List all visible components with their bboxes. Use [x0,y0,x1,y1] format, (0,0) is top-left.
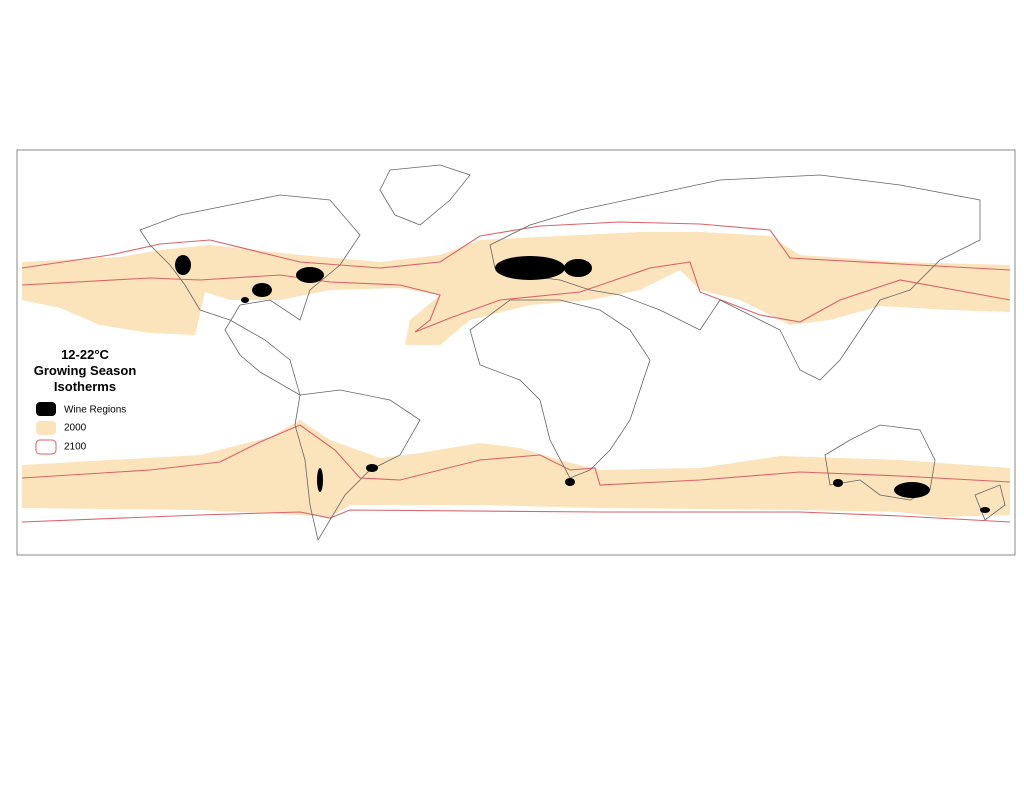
legend-label: Wine Regions [64,405,126,416]
legend-swatch [36,421,56,435]
legend-title: Growing Season [34,363,137,378]
isotherm-2000 [22,232,1010,517]
isotherm-2100 [21,221,1011,523]
legend-label: 2100 [64,442,87,453]
legend-swatch [35,439,57,455]
legend-title: 12-22°C [61,347,109,362]
legend: 12-22°C Growing Season Isotherms Wine Re… [34,347,137,455]
legend-title: Isotherms [54,379,116,394]
legend-swatch [36,402,56,416]
legend-label: 2000 [64,423,87,434]
wine-regions [175,255,990,513]
